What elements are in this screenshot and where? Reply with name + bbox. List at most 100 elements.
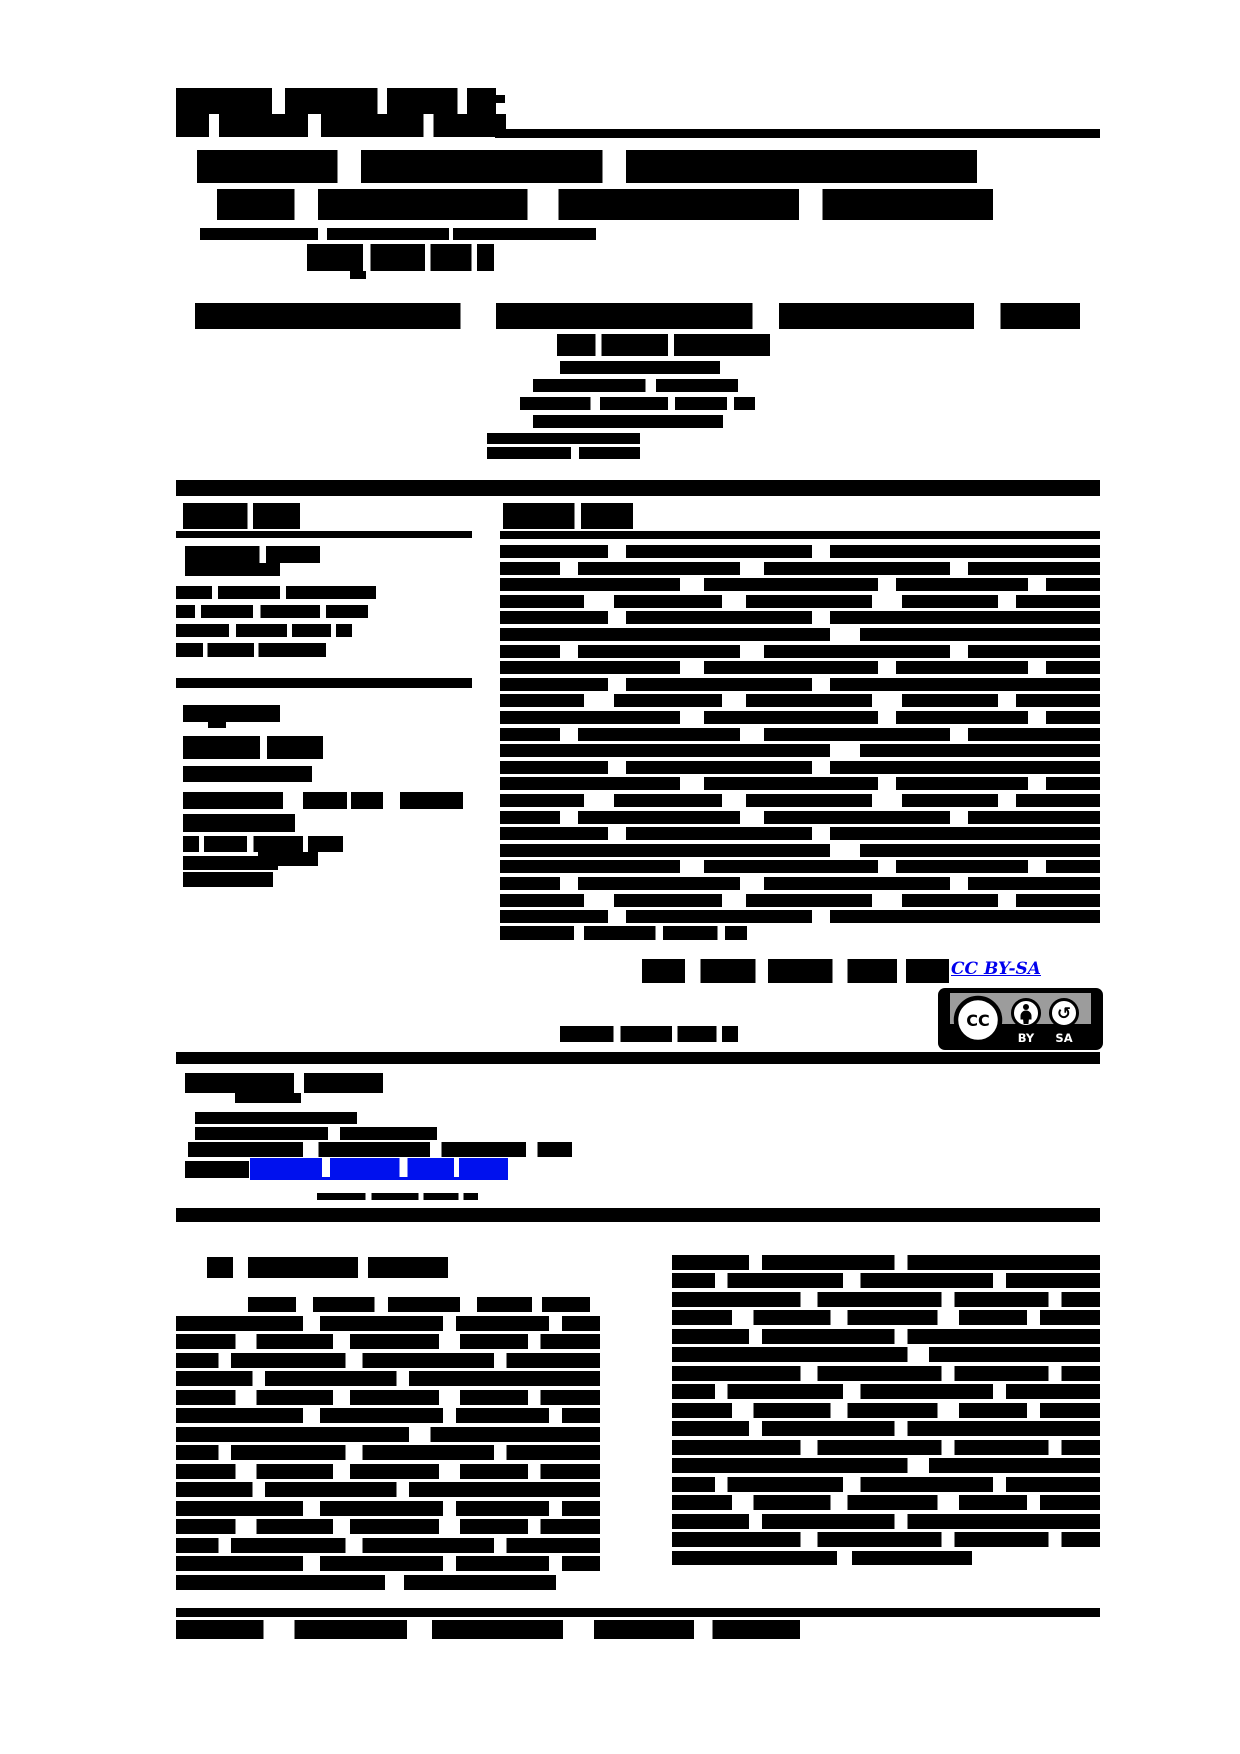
cc-logo-icon: CC: [953, 995, 1003, 1045]
introduction-left-column: [176, 1390, 600, 1405]
article-title: [350, 271, 366, 279]
open-access-statement: [560, 1026, 738, 1042]
abstract-body: [500, 777, 1100, 790]
introduction-right-column: [672, 1403, 1100, 1418]
introduction-heading: [207, 1257, 233, 1278]
keywords-list: [183, 814, 295, 832]
affiliations: [533, 415, 723, 428]
introduction-left-column: [176, 1408, 600, 1423]
corresponding-author-heading: [185, 1073, 383, 1093]
sa-arrow-glyph: ↺: [1057, 1004, 1071, 1024]
abstract-body: [500, 910, 1100, 923]
affiliations: [520, 397, 755, 410]
journal-logo: [176, 88, 496, 116]
introduction-left-column: [176, 1575, 556, 1590]
introduction-right-column: [672, 1329, 1100, 1344]
introduction-right-column: [672, 1514, 1100, 1529]
affiliations: [560, 361, 720, 374]
journal-logo: [176, 114, 506, 137]
abstract-body: [500, 711, 1100, 724]
introduction-left-column: [176, 1556, 600, 1571]
introduction-right-column: [672, 1551, 972, 1565]
introduction-right-column: [672, 1384, 1100, 1399]
abstract-heading: [503, 503, 633, 529]
introduction-left-column: [176, 1464, 600, 1479]
introduction-right-column: [672, 1477, 1100, 1492]
introduction-right-column: [672, 1366, 1100, 1381]
abstract-body: [500, 811, 1100, 824]
introduction-left-column: [176, 1445, 600, 1460]
by-label: BY: [1018, 1031, 1035, 1045]
article-title: [307, 244, 494, 271]
affiliations: [487, 447, 640, 459]
abstract-body: [500, 728, 1100, 741]
cc-logo-label: CC: [966, 1011, 989, 1030]
affiliations: [533, 379, 738, 392]
keywords-list: [303, 792, 383, 809]
introduction-left-column: [176, 1482, 600, 1497]
introduction-right-column: [672, 1255, 1100, 1270]
abstract-body: [500, 578, 1100, 591]
corresponding-author-email-link[interactable]: [250, 1158, 508, 1180]
by-person-icon: BY: [1011, 998, 1041, 1045]
abstract-body: [500, 678, 1100, 691]
abstract-body: [500, 545, 1100, 558]
introduction-right-column: [672, 1273, 1100, 1288]
info-section-bottom-rule: [176, 1052, 1100, 1064]
keywords-list: [183, 792, 283, 809]
footer-text: [778, 1624, 800, 1637]
introduction-right-column: [672, 1292, 1100, 1307]
keywords-heading: [183, 705, 280, 722]
article-title: [327, 228, 449, 240]
article-history: [185, 546, 320, 563]
footer-rule: [176, 1608, 1100, 1617]
introduction-right-column: [672, 1421, 1100, 1436]
journal-logo: [495, 95, 505, 103]
abstract-body: [500, 694, 1100, 707]
footer-text: [176, 1620, 800, 1639]
abstract-body: [500, 827, 1100, 840]
article-title: [197, 150, 977, 183]
introduction-left-column: [176, 1334, 600, 1349]
keywords-list: [183, 872, 273, 887]
introduction-right-column: [672, 1440, 1100, 1455]
abstract-body: [500, 794, 1100, 807]
article-info-rule: [176, 531, 472, 538]
introduction-left-column: [176, 1519, 600, 1534]
abstract-body: [500, 744, 1100, 757]
abstract-body: [500, 877, 1100, 890]
abstract-body: [500, 645, 1100, 658]
article-info-divider: [176, 678, 472, 688]
abstract-body: [500, 860, 1100, 873]
abstract-body: [500, 926, 747, 940]
section-rule-top: [176, 480, 1100, 496]
article-title: [453, 228, 596, 240]
open-access-statement: [642, 959, 949, 983]
keywords-list: [183, 766, 312, 782]
article-history-dates: [176, 586, 376, 599]
article-title: [217, 189, 993, 220]
affiliations: [487, 433, 640, 444]
introduction-right-column: [672, 1347, 1100, 1362]
abstract-rule: [500, 531, 1100, 539]
abstract-body: [500, 595, 1100, 608]
introduction-left-column: [176, 1538, 600, 1553]
introduction-left-column: [176, 1371, 600, 1386]
article-title: [200, 228, 318, 240]
introduction-left-column: [176, 1427, 600, 1442]
abstract-body: [500, 611, 1100, 624]
cc-license-badge[interactable]: CC BY ↺ SA: [938, 988, 1103, 1050]
article-history-dates: [176, 605, 368, 618]
cc-by-sa-license-link[interactable]: CC BY-SA: [951, 959, 1041, 979]
corresponding-author-details: [188, 1142, 572, 1157]
sa-label: SA: [1055, 1031, 1072, 1045]
introduction-left-column: [176, 1316, 600, 1331]
introduction-right-column: [672, 1310, 1100, 1325]
keywords-heading: [208, 722, 226, 728]
introduction-heading: [248, 1257, 448, 1278]
abstract-body: [500, 844, 1100, 857]
corresponding-author-heading: [235, 1093, 301, 1103]
abstract-body: [500, 661, 1100, 674]
header-rule: [495, 129, 1100, 138]
